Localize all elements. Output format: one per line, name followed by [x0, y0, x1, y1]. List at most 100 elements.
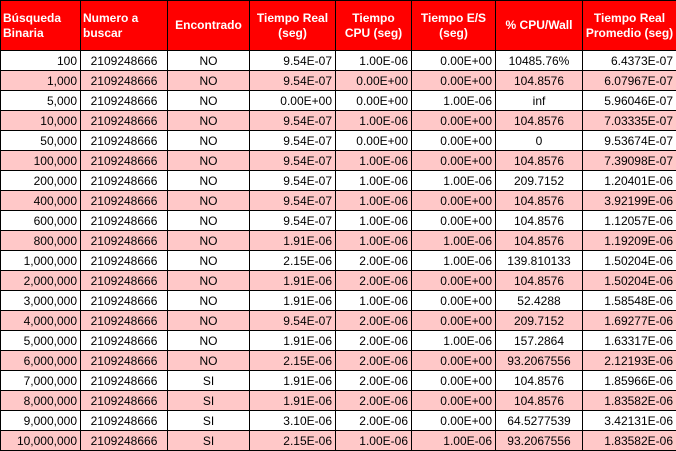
cell-target-number: 2109248666 — [80, 250, 168, 271]
cell-cpu-time: 1.00E-06 — [335, 290, 412, 311]
cell-cpu-wall: 157.2864 — [495, 330, 583, 351]
table-row: 5,000,000 2109248666 NO 1.91E-06 2.00E-06 1.0… — [0, 330, 676, 351]
cell-cpu-time: 2.00E-06 — [335, 330, 412, 351]
cell-found: NO — [167, 50, 250, 71]
cell-cpu-wall: 104.8576 — [495, 150, 583, 171]
cell-cpu-wall: 93.2067556 — [495, 350, 583, 371]
cell-found: NO — [167, 330, 250, 351]
cell-cpu-wall: 209.7152 — [495, 170, 583, 191]
header-tiempo-real: Tiempo Real (seg) — [249, 0, 336, 51]
cell-cpu-time: 1.00E-06 — [335, 50, 412, 71]
table-row: 800,000 2109248666 NO 1.91E-06 1.00E-06 1.00E… — [0, 230, 676, 251]
cell-real-time: 1.91E-06 — [249, 230, 336, 251]
cell-cpu-wall: 104.8576 — [495, 270, 583, 291]
cell-size: 800,000 — [0, 230, 81, 251]
cell-size: 2,000,000 — [0, 270, 81, 291]
cell-io-time: 0.00E+00 — [411, 190, 496, 211]
cell-target-number: 2109248666 — [80, 270, 168, 291]
cell-size: 5,000,000 — [0, 330, 81, 351]
table-row: 7,000,000 2109248666 SI 1.91E-06 2.00E-06 0.0… — [0, 370, 676, 391]
cell-avg-real-time: 1.69277E-06 — [582, 310, 676, 331]
cell-cpu-wall: 104.8576 — [495, 390, 583, 411]
cell-io-time: 1.00E-06 — [411, 330, 496, 351]
cell-avg-real-time: 7.03335E-07 — [582, 110, 676, 131]
cell-found: NO — [167, 230, 250, 251]
cell-avg-real-time: 2.12193E-06 — [582, 350, 676, 371]
header-row: Búsqueda Binaria Numero a buscar Encontr… — [0, 0, 676, 51]
cell-size: 100,000 — [0, 150, 81, 171]
cell-io-time: 0.00E+00 — [411, 370, 496, 391]
cell-cpu-wall: 104.8576 — [495, 370, 583, 391]
cell-real-time: 9.54E-07 — [249, 170, 336, 191]
cell-io-time: 0.00E+00 — [411, 210, 496, 231]
cell-real-time: 1.91E-06 — [249, 270, 336, 291]
cell-cpu-time: 2.00E-06 — [335, 390, 412, 411]
cell-size: 10,000,000 — [0, 430, 81, 451]
cell-size: 1,000,000 — [0, 250, 81, 271]
header-tiempo-es: Tiempo E/S (seg) — [411, 0, 496, 51]
cell-target-number: 2109248666 — [80, 150, 168, 171]
cell-avg-real-time: 1.83582E-06 — [582, 390, 676, 411]
cell-avg-real-time: 1.12057E-06 — [582, 210, 676, 231]
cell-real-time: 9.54E-07 — [249, 190, 336, 211]
cell-avg-real-time: 1.63317E-06 — [582, 330, 676, 351]
cell-target-number: 2109248666 — [80, 330, 168, 351]
header-encontrado: Encontrado — [167, 0, 250, 51]
cell-target-number: 2109248666 — [80, 70, 168, 91]
cell-avg-real-time: 5.96046E-07 — [582, 90, 676, 111]
cell-found: SI — [167, 410, 250, 431]
cell-cpu-wall: 104.8576 — [495, 210, 583, 231]
cell-cpu-wall: 93.2067556 — [495, 430, 583, 451]
cell-found: SI — [167, 390, 250, 411]
header-tiempo-cpu: Tiempo CPU (seg) — [335, 0, 412, 51]
table-row: 100 2109248666 NO 9.54E-07 1.00E-06 0.00E+00 1… — [0, 50, 676, 71]
cell-size: 9,000,000 — [0, 410, 81, 431]
cell-target-number: 2109248666 — [80, 90, 168, 111]
cell-cpu-wall: 139.810133 — [495, 250, 583, 271]
table-row: 1,000,000 2109248666 NO 2.15E-06 2.00E-06 1.0… — [0, 250, 676, 271]
cell-size: 5,000 — [0, 90, 81, 111]
table-row: 200,000 2109248666 NO 9.54E-07 1.00E-06 1.00E… — [0, 170, 676, 191]
cell-real-time: 9.54E-07 — [249, 110, 336, 131]
cell-io-time: 0.00E+00 — [411, 390, 496, 411]
header-cpu-wall: % CPU/Wall — [495, 0, 583, 51]
cell-io-time: 0.00E+00 — [411, 110, 496, 131]
cell-avg-real-time: 6.4373E-07 — [582, 50, 676, 71]
cell-real-time: 1.91E-06 — [249, 370, 336, 391]
table-row: 10,000,000 2109248666 SI 2.15E-06 1.00E-06 1.… — [0, 430, 676, 451]
cell-target-number: 2109248666 — [80, 210, 168, 231]
cell-size: 400,000 — [0, 190, 81, 211]
cell-cpu-time: 1.00E-06 — [335, 430, 412, 451]
cell-found: NO — [167, 250, 250, 271]
cell-io-time: 1.00E-06 — [411, 230, 496, 251]
cell-found: NO — [167, 90, 250, 111]
cell-target-number: 2109248666 — [80, 430, 168, 451]
cell-target-number: 2109248666 — [80, 130, 168, 151]
cell-avg-real-time: 1.19209E-06 — [582, 230, 676, 251]
cell-size: 200,000 — [0, 170, 81, 191]
cell-real-time: 2.15E-06 — [249, 430, 336, 451]
cell-cpu-wall: 104.8576 — [495, 110, 583, 131]
cell-target-number: 2109248666 — [80, 190, 168, 211]
cell-size: 100 — [0, 50, 81, 71]
header-busqueda-binaria: Búsqueda Binaria — [0, 0, 81, 51]
cell-cpu-wall: 104.8576 — [495, 190, 583, 211]
cell-avg-real-time: 1.58548E-06 — [582, 290, 676, 311]
cell-real-time: 2.15E-06 — [249, 350, 336, 371]
cell-avg-real-time: 1.50204E-06 — [582, 250, 676, 271]
table-row: 9,000,000 2109248666 SI 3.10E-06 2.00E-06 0.0… — [0, 410, 676, 431]
cell-cpu-time: 2.00E-06 — [335, 370, 412, 391]
cell-size: 50,000 — [0, 130, 81, 151]
cell-cpu-time: 1.00E-06 — [335, 150, 412, 171]
cell-found: NO — [167, 150, 250, 171]
cell-real-time: 9.54E-07 — [249, 50, 336, 71]
cell-avg-real-time: 1.83582E-06 — [582, 430, 676, 451]
cell-io-time: 0.00E+00 — [411, 70, 496, 91]
table-row: 5,000 2109248666 NO 0.00E+00 0.00E+00 1.00E-0… — [0, 90, 676, 111]
cell-cpu-wall: 104.8576 — [495, 70, 583, 91]
cell-avg-real-time: 1.85966E-06 — [582, 370, 676, 391]
cell-target-number: 2109248666 — [80, 350, 168, 371]
cell-cpu-wall: 104.8576 — [495, 230, 583, 251]
cell-size: 7,000,000 — [0, 370, 81, 391]
